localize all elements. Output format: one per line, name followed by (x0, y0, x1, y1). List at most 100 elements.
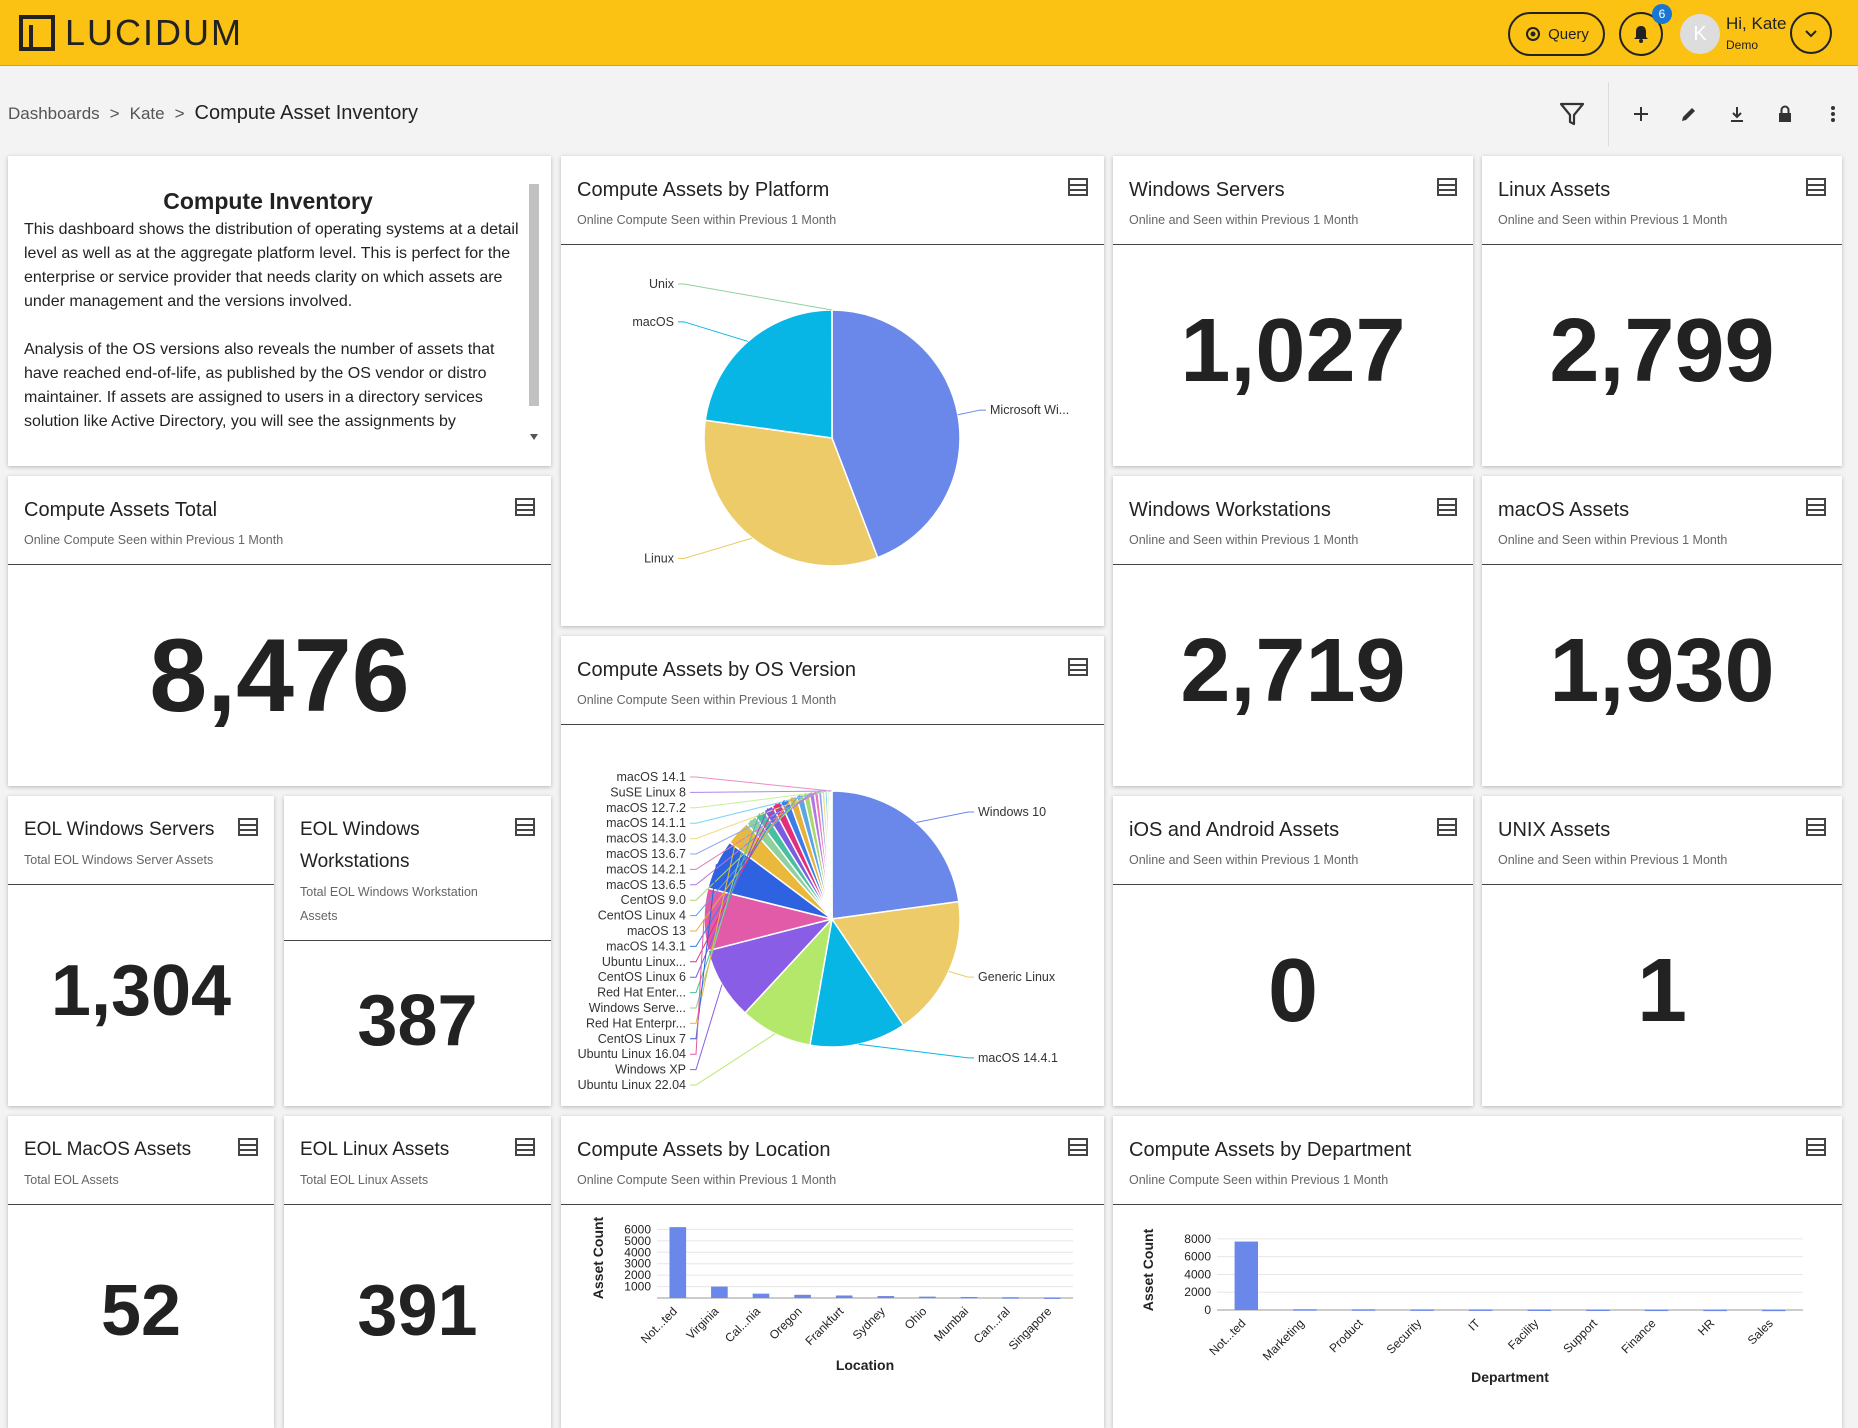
breadcrumb-separator: > (109, 104, 120, 123)
scrollbar-thumb[interactable] (529, 184, 539, 406)
bar[interactable] (711, 1286, 728, 1298)
bar[interactable] (1234, 1241, 1259, 1310)
pie-label-connector (690, 919, 705, 1055)
breadcrumb-dashboards[interactable]: Dashboards (8, 104, 100, 123)
card-subtitle: Online and Seen within Previous 1 Month (1498, 853, 1728, 867)
bar[interactable] (919, 1296, 936, 1299)
bar[interactable] (752, 1293, 770, 1298)
lock-button[interactable] (1763, 94, 1807, 134)
bar[interactable] (877, 1296, 895, 1298)
department-bar-chart: 0 2000 4000 6000 8000 Not...ted Marketing Produ… (1140, 1228, 1803, 1385)
ios-android-assets-card: iOS and Android Assets Online and Seen w… (1113, 796, 1473, 1106)
card-divider (561, 244, 1104, 245)
lucidum-logo[interactable]: LUCIDUM (19, 12, 243, 53)
pie-slice[interactable] (704, 309, 833, 439)
compute-assets-by-os-version-card: Compute Assets by OS Version Online Comp… (561, 636, 1104, 1106)
x-tick-label: Singapore (1006, 1304, 1055, 1353)
card-subtitle: Total EOL Linux Assets (300, 1173, 429, 1187)
card-subtitle: Online and Seen within Previous 1 Month (1129, 853, 1359, 867)
bar[interactable] (1002, 1297, 1019, 1299)
table-icon[interactable] (238, 818, 258, 836)
pie-slice[interactable] (830, 790, 833, 920)
bar[interactable] (1293, 1309, 1317, 1311)
x-tick-label: HR (1695, 1316, 1717, 1338)
y-tick-label: 6000 (1184, 1250, 1211, 1264)
add-widget-button[interactable] (1619, 94, 1663, 134)
pie-slice-label: CentOS Linux 7 (598, 1032, 686, 1046)
card-divider (1482, 884, 1842, 885)
description-card: Compute Inventory This dashboard shows t… (8, 156, 551, 466)
notification-badge: 6 (1652, 4, 1672, 24)
plus-icon (1634, 107, 1648, 121)
pie-slice-label: Ubuntu Linux 22.04 (578, 1078, 686, 1092)
scroll-down-arrow-icon[interactable] (528, 432, 540, 442)
user-greeting: Hi, Kate (1726, 14, 1787, 33)
page-title: Compute Asset Inventory (194, 102, 418, 124)
card-subtitle: Online Compute Seen within Previous 1 Mo… (24, 533, 284, 547)
card-title: EOL MacOS Assets (24, 1139, 192, 1160)
user-menu-button[interactable] (1790, 12, 1832, 54)
bar[interactable] (1527, 1309, 1552, 1311)
edit-button[interactable] (1667, 94, 1711, 134)
y-tick-label: 6000 (624, 1222, 651, 1236)
platform-pie-chart: Microsoft Wi... Unix macOS Linux (632, 277, 1069, 567)
notifications-button[interactable] (1619, 12, 1663, 56)
metric-value: 0 (1267, 941, 1319, 1041)
y-tick-label: 2000 (624, 1268, 651, 1282)
bar[interactable] (1410, 1309, 1434, 1311)
table-icon[interactable] (1068, 178, 1088, 196)
card-title: iOS and Android Assets (1129, 819, 1340, 841)
metric-value: 1,027 (1180, 301, 1406, 401)
pie-slice[interactable] (831, 309, 961, 559)
card-divider (561, 724, 1104, 725)
compute-assets-total-card: Compute Assets Total Online Compute Seen… (8, 476, 551, 786)
pie-label-connector (690, 796, 793, 932)
pie-slice[interactable] (831, 790, 960, 920)
avatar[interactable]: K (1680, 14, 1720, 54)
table-icon[interactable] (1068, 658, 1088, 676)
table-icon[interactable] (1806, 1138, 1826, 1156)
y-tick-label: 5000 (624, 1234, 651, 1248)
bar[interactable] (1703, 1309, 1727, 1312)
x-tick-label: Sydney (850, 1304, 888, 1342)
query-button[interactable]: Query (1508, 12, 1605, 56)
bar[interactable] (960, 1296, 978, 1299)
metric-value: 8,476 (149, 618, 410, 734)
table-icon[interactable] (1437, 818, 1457, 836)
more-options-button[interactable] (1811, 94, 1855, 134)
table-icon[interactable] (238, 1138, 258, 1156)
card-title: Compute Assets by Department (1129, 1139, 1412, 1161)
bar[interactable] (794, 1294, 811, 1298)
bar[interactable] (669, 1227, 687, 1298)
filter-button[interactable] (1550, 94, 1594, 134)
table-icon[interactable] (1806, 818, 1826, 836)
pie-slice[interactable] (809, 917, 905, 1048)
table-icon[interactable] (515, 498, 535, 516)
table-icon[interactable] (515, 1138, 535, 1156)
table-icon[interactable] (1068, 1138, 1088, 1156)
table-icon[interactable] (1437, 178, 1457, 196)
pie-slice-label: Unix (649, 277, 675, 291)
bar[interactable] (1644, 1309, 1669, 1312)
description-body: This dashboard shows the distribution of… (24, 218, 524, 434)
metric-value: 52 (100, 1271, 182, 1351)
pie-slice-label: macOS 14.3.1 (606, 939, 686, 953)
pie-slice-label: macOS 14.3.0 (606, 832, 686, 846)
card-divider (561, 1204, 1104, 1205)
breadcrumb-kate[interactable]: Kate (129, 104, 165, 123)
bar[interactable] (1761, 1309, 1786, 1312)
bar[interactable] (1468, 1309, 1493, 1311)
bell-icon (1634, 26, 1648, 43)
bar[interactable] (1351, 1309, 1376, 1311)
x-tick-label: Support (1560, 1316, 1600, 1356)
bar[interactable] (835, 1295, 853, 1298)
bar[interactable] (1043, 1297, 1061, 1299)
download-button[interactable] (1715, 94, 1759, 134)
table-icon[interactable] (515, 818, 535, 836)
pie-slice-label: macOS 12.7.2 (606, 801, 686, 815)
table-icon[interactable] (1806, 178, 1826, 196)
bar[interactable] (1586, 1309, 1610, 1312)
table-icon[interactable] (1806, 498, 1826, 516)
table-icon[interactable] (1437, 498, 1457, 516)
pie-slice[interactable] (703, 419, 879, 567)
